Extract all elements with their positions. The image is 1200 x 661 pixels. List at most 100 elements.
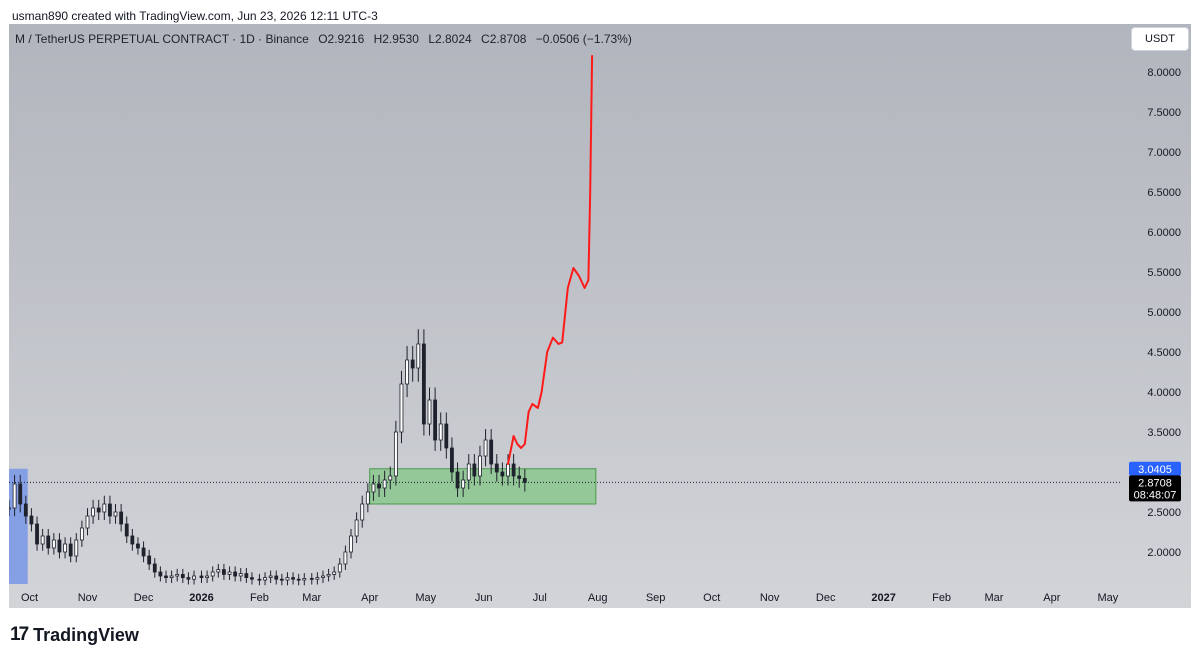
candle-body	[421, 343, 426, 425]
countdown-text: 08:48:07	[1134, 489, 1177, 501]
price-chart[interactable]: 8.0000 7.5000 7.0000 6.5000 6.0000 5.5000 5.00…	[9, 24, 1191, 608]
y-tick-label: 4.0000	[1147, 387, 1181, 399]
candle	[416, 329, 421, 382]
candle-body	[332, 571, 337, 575]
x-tick-label: Dec	[816, 592, 836, 604]
price-badge-text: 3.0405	[1138, 464, 1172, 476]
candle	[250, 572, 254, 585]
candle	[332, 566, 337, 580]
candle-body	[489, 439, 494, 465]
candle	[74, 533, 79, 563]
price-badge-text: 2.8708	[1138, 477, 1172, 489]
candle	[35, 516, 39, 551]
candle-body	[500, 471, 505, 477]
candle	[410, 345, 415, 382]
candle	[274, 570, 279, 585]
candle-body	[9, 507, 11, 510]
candle	[337, 558, 342, 578]
candle-body	[382, 479, 387, 489]
candle	[268, 570, 273, 583]
candle	[309, 573, 314, 585]
candle-body	[483, 439, 488, 457]
candle	[186, 572, 191, 585]
currency-button[interactable]: USDT	[1131, 27, 1189, 51]
y-tick-label: 4.5000	[1147, 347, 1181, 359]
candle-body	[57, 539, 62, 553]
candle-body	[405, 359, 409, 385]
candle-body	[222, 569, 226, 575]
candle	[388, 466, 393, 490]
candle-body	[478, 455, 482, 477]
candle	[371, 474, 376, 501]
candle	[96, 499, 101, 520]
candle	[91, 499, 96, 524]
candle	[494, 454, 499, 482]
candle	[315, 572, 320, 585]
candle-body	[274, 575, 279, 580]
x-tick-label: Aug	[588, 592, 608, 604]
zone-top-price-badge: 3.0405	[1129, 461, 1181, 476]
candle-body	[51, 539, 56, 549]
candle	[113, 504, 118, 524]
candle-body	[337, 563, 342, 573]
candle-body	[113, 511, 118, 517]
candle	[279, 573, 284, 586]
candle	[365, 483, 370, 513]
candle-body	[494, 463, 499, 473]
candle	[466, 454, 471, 490]
candle-body	[296, 578, 301, 581]
candle-body	[136, 543, 140, 549]
y-tick-label: 2.0000	[1147, 547, 1181, 559]
candle-body	[326, 574, 331, 577]
candle	[210, 566, 215, 582]
candle	[175, 568, 180, 582]
candle-body	[210, 571, 215, 577]
candle	[63, 537, 67, 559]
candle-body	[315, 577, 320, 580]
candle-body	[23, 503, 28, 517]
candle	[489, 429, 494, 474]
candle	[147, 549, 152, 570]
candle-body	[455, 471, 460, 489]
candle-body	[124, 523, 129, 537]
candle-body	[12, 483, 17, 509]
candle-body	[461, 479, 466, 489]
price-badge-bg	[1129, 475, 1181, 502]
x-tick-label: Dec	[134, 592, 154, 604]
candle	[85, 508, 90, 536]
tradingview-logo[interactable]: 17 TradingView	[10, 624, 139, 646]
candle-body	[321, 575, 325, 579]
candle-body	[147, 555, 152, 565]
candle-body	[63, 543, 67, 553]
candle	[23, 495, 28, 524]
candle-body	[466, 463, 471, 481]
candle-body	[472, 463, 477, 477]
candle	[382, 470, 387, 497]
candle-body	[141, 547, 146, 557]
candle	[405, 345, 409, 398]
candle-body	[360, 503, 365, 521]
candle	[9, 499, 11, 517]
candle	[180, 568, 185, 583]
candle	[68, 537, 73, 563]
candle	[227, 566, 232, 580]
candle-body	[216, 569, 221, 573]
candle-body	[74, 539, 79, 557]
y-tick-label: 7.5000	[1147, 107, 1181, 119]
candle-body	[119, 511, 124, 525]
x-tick-label: Oct	[21, 592, 38, 604]
candle	[522, 469, 527, 492]
candle	[343, 545, 348, 570]
candle-body	[18, 483, 23, 505]
candle-body	[399, 383, 404, 433]
x-tick-label: Apr	[1043, 592, 1060, 604]
candle	[285, 572, 290, 586]
candle	[199, 570, 204, 583]
candle	[119, 504, 124, 532]
candle-body	[238, 573, 243, 577]
candle-body	[388, 475, 393, 481]
candle	[455, 462, 460, 497]
x-tick-label: Mar	[984, 592, 1003, 604]
chart-area[interactable]: 8.0000 7.5000 7.0000 6.5000 6.0000 5.5000 5.00…	[9, 24, 1191, 608]
